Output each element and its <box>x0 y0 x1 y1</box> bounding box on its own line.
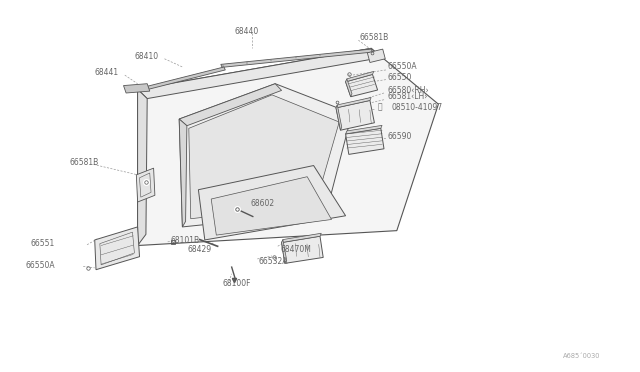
Polygon shape <box>179 119 187 227</box>
Polygon shape <box>282 236 323 263</box>
Polygon shape <box>336 105 342 130</box>
Text: 68440: 68440 <box>235 27 259 36</box>
Polygon shape <box>179 84 352 227</box>
Text: 66581‹LH›: 66581‹LH› <box>387 92 428 101</box>
Text: 66581B: 66581B <box>69 158 99 167</box>
Text: 08510-41097: 08510-41097 <box>392 103 443 112</box>
Polygon shape <box>282 233 321 243</box>
Polygon shape <box>198 166 346 240</box>
Polygon shape <box>336 100 374 130</box>
Polygon shape <box>367 49 385 62</box>
Polygon shape <box>282 240 287 263</box>
Text: 68602: 68602 <box>251 199 275 208</box>
Polygon shape <box>336 97 371 108</box>
Text: 68100F: 68100F <box>223 279 252 288</box>
Text: 68441: 68441 <box>94 68 118 77</box>
Polygon shape <box>124 84 150 93</box>
Polygon shape <box>211 177 332 235</box>
Polygon shape <box>138 48 381 99</box>
Polygon shape <box>189 95 339 219</box>
Text: 66580‹RH›: 66580‹RH› <box>387 86 429 95</box>
Polygon shape <box>346 74 378 97</box>
Text: 68470M: 68470M <box>280 245 311 254</box>
Text: 66550A: 66550A <box>26 261 55 270</box>
Polygon shape <box>95 227 140 270</box>
Text: 66550: 66550 <box>387 73 412 81</box>
Text: Ⓝ: Ⓝ <box>378 103 382 112</box>
Polygon shape <box>346 71 374 82</box>
Polygon shape <box>221 49 372 67</box>
Text: 68101B: 68101B <box>170 236 200 245</box>
Text: 68410: 68410 <box>134 52 159 61</box>
Polygon shape <box>346 128 384 154</box>
Text: 66590: 66590 <box>387 132 412 141</box>
Text: 66550A: 66550A <box>387 62 417 71</box>
Text: 66532A: 66532A <box>259 257 288 266</box>
Polygon shape <box>138 89 147 246</box>
Polygon shape <box>346 125 382 134</box>
Polygon shape <box>138 48 438 246</box>
Text: 68429: 68429 <box>187 245 211 254</box>
Polygon shape <box>179 84 282 126</box>
Text: 66551: 66551 <box>31 239 55 248</box>
Polygon shape <box>147 67 225 89</box>
Text: 66581B: 66581B <box>360 33 389 42</box>
Polygon shape <box>346 79 352 97</box>
Text: A685´0030: A685´0030 <box>563 353 601 359</box>
Polygon shape <box>136 168 155 202</box>
